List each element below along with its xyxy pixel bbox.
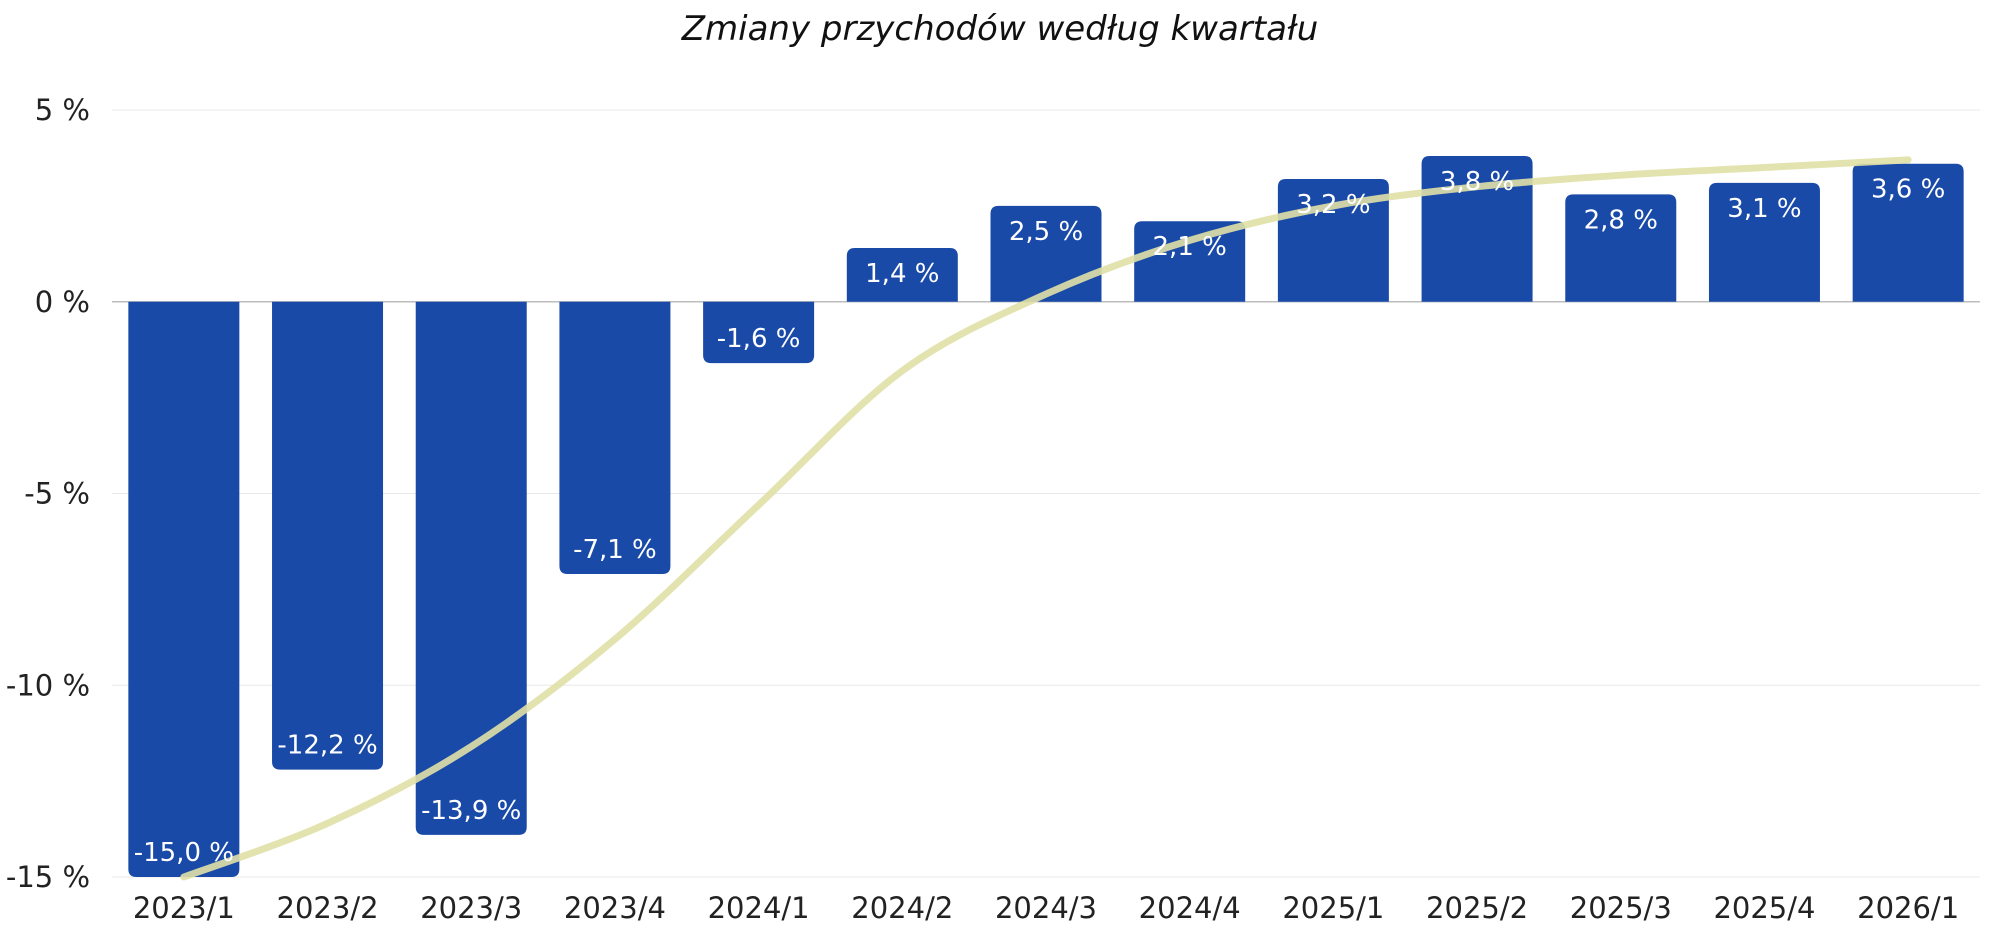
bar-2026-1 (1852, 163, 1964, 302)
data-label: 3,2 % (1296, 190, 1370, 220)
data-label: 2,8 % (1584, 205, 1658, 235)
data-label: -1,6 % (717, 324, 801, 354)
x-tick-label: 2025/4 (1713, 891, 1815, 925)
bar-2024-4 (1134, 221, 1246, 302)
bar-2023-2 (272, 301, 384, 770)
data-label: -15,0 % (134, 838, 234, 868)
x-tick-label: 2025/3 (1570, 891, 1672, 925)
data-label: 2,5 % (1009, 217, 1083, 247)
bar-2024-2 (846, 248, 958, 302)
data-label: 1,4 % (865, 259, 939, 289)
data-label: -13,9 % (421, 796, 521, 826)
data-label: 3,6 % (1871, 175, 1945, 205)
bar-2025-4 (1708, 182, 1820, 302)
bar-2023-3 (415, 301, 527, 835)
x-axis-tick-labels: 2023/1 2023/2 2023/3 2023/4 2024/1 2024/2 2024… (133, 891, 1959, 925)
bar-data-labels: -15,0 % -12,2 % -13,9 % -7,1 % -1,6 % 1,4 % 2,… (134, 167, 1946, 868)
data-label: 3,8 % (1440, 167, 1514, 197)
trend-line (180, 156, 1912, 881)
y-axis-tick-labels: 5 % 0 % -5 % -10 % -15 % (6, 93, 90, 894)
y-tick-label: -10 % (6, 668, 90, 702)
x-tick-label: 2026/1 (1857, 891, 1959, 925)
x-tick-label: 2023/4 (564, 891, 666, 925)
y-tick-label: 0 % (35, 285, 90, 319)
bar-2023-4 (559, 301, 671, 575)
bar-2024-1 (703, 301, 815, 364)
bars (128, 156, 1964, 877)
data-label: 2,1 % (1153, 232, 1227, 262)
chart-title: Zmiany przychodów według kwartału (681, 9, 1319, 49)
x-tick-label: 2023/1 (133, 891, 235, 925)
y-tick-label: -15 % (6, 860, 90, 894)
x-tick-label: 2025/2 (1426, 891, 1528, 925)
x-tick-label: 2023/3 (420, 891, 522, 925)
x-tick-label: 2024/4 (1139, 891, 1241, 925)
data-label: -12,2 % (277, 731, 377, 761)
x-tick-label: 2023/2 (277, 891, 379, 925)
data-label: -7,1 % (573, 535, 657, 565)
data-label: 3,1 % (1727, 194, 1801, 224)
bar-2024-3 (990, 205, 1102, 302)
x-tick-label: 2024/3 (995, 891, 1097, 925)
x-tick-label: 2024/2 (851, 891, 953, 925)
x-tick-label: 2025/1 (1282, 891, 1384, 925)
y-tick-label: 5 % (35, 93, 90, 127)
bar-2025-3 (1565, 194, 1677, 302)
x-tick-label: 2024/1 (708, 891, 810, 925)
bar-2023-1 (128, 301, 240, 877)
y-tick-label: -5 % (24, 477, 90, 511)
trend-line-layer (180, 156, 1912, 881)
